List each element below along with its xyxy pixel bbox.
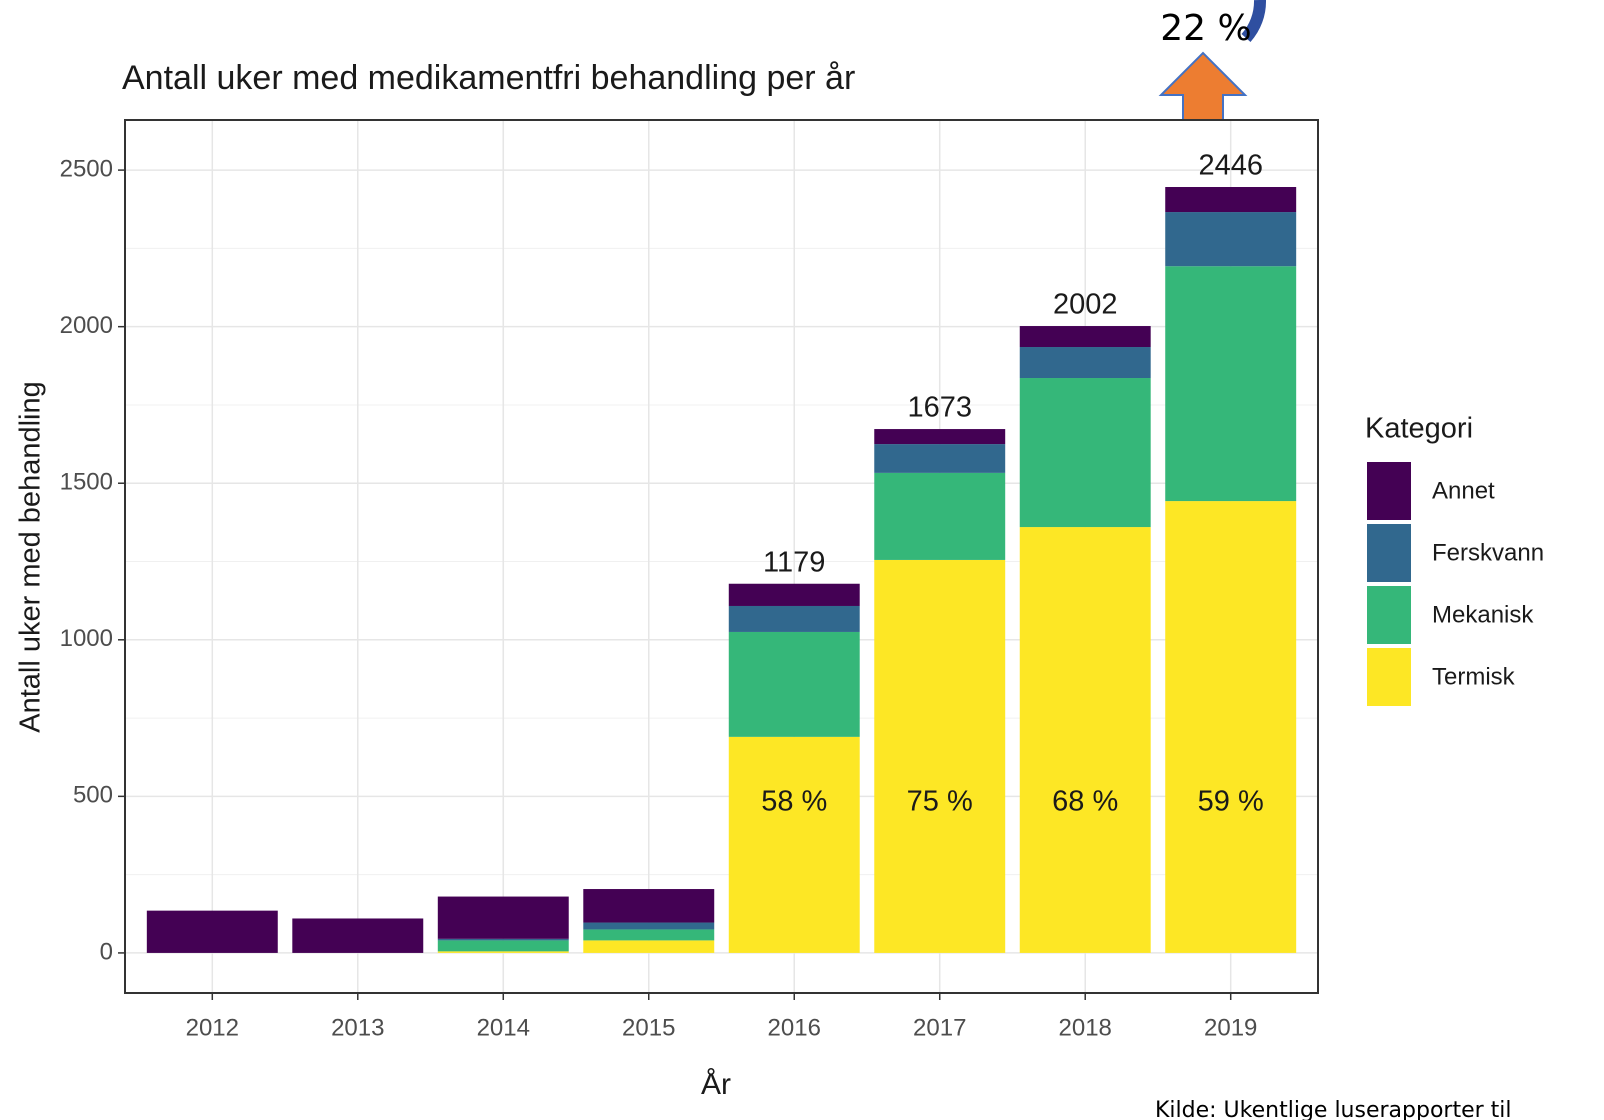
panel-border: [124, 119, 1319, 994]
bar-segment: [1165, 501, 1297, 953]
bar-segment: [437, 951, 569, 953]
share-label: 68 %: [1052, 785, 1118, 817]
bar-segment: [728, 736, 860, 953]
legend-label: Ferskvann: [1432, 539, 1544, 566]
x-tick-label: 2016: [768, 1014, 821, 1041]
bar-segment: [874, 472, 1006, 560]
y-tick-label: 1500: [60, 469, 113, 496]
y-axis-label: Antall uker med behandling: [15, 381, 47, 732]
bar-segment: [583, 889, 715, 923]
x-tick-label: 2019: [1204, 1014, 1257, 1041]
share-label: 75 %: [907, 785, 973, 817]
legend-key: [1367, 648, 1411, 706]
bar-segment: [1019, 347, 1151, 379]
bar-segment: [874, 444, 1006, 473]
x-tick-label: 2018: [1059, 1014, 1112, 1041]
bar-segment: [1165, 187, 1297, 213]
legend-label: Mekanisk: [1432, 601, 1534, 628]
bar-segment: [1165, 266, 1297, 502]
bar-segment: [728, 631, 860, 737]
total-label: 1179: [763, 546, 825, 578]
bar-segment: [728, 583, 860, 606]
share-label: 58 %: [761, 785, 827, 817]
bar-segment: [583, 929, 715, 941]
share-label: 59 %: [1198, 785, 1264, 817]
bar-segment: [583, 940, 715, 953]
total-label: 2446: [1198, 150, 1263, 182]
bar-segment: [1019, 527, 1151, 953]
annotation: 22 %: [1160, 8, 1251, 49]
legend-label: Termisk: [1432, 663, 1516, 690]
source-note: Kilde: Ukentlige luserapporter til: [1155, 1098, 1512, 1120]
x-tick-label: 2013: [331, 1014, 384, 1041]
bar-segment: [583, 922, 715, 930]
x-tick-label: 2017: [913, 1014, 966, 1041]
bar-segment: [728, 605, 860, 632]
y-tick-label: 2500: [60, 155, 113, 182]
bar-segment: [437, 938, 569, 941]
bar-segment: [1165, 212, 1297, 267]
bar-segment: [146, 910, 278, 953]
bar-segment: [1019, 378, 1151, 528]
bar-segment: [437, 896, 569, 939]
y-tick-label: 2000: [60, 312, 113, 339]
x-tick-label: 2015: [622, 1014, 675, 1041]
bar-segment: [874, 429, 1006, 445]
total-label: 2002: [1053, 289, 1118, 321]
legend-label: Annet: [1432, 477, 1495, 504]
legend-title: Kategori: [1365, 413, 1473, 445]
total-label: 1673: [907, 392, 972, 424]
x-tick-label: 2014: [477, 1014, 530, 1041]
x-axis-label: År: [701, 1068, 731, 1101]
x-tick-label: 2012: [186, 1014, 239, 1041]
bar-segment: [437, 940, 569, 952]
bar-segment: [292, 918, 424, 953]
legend-key: [1367, 586, 1411, 644]
y-tick-label: 1000: [60, 625, 113, 652]
decoration-arc: [1241, 0, 1266, 42]
legend-key: [1367, 524, 1411, 582]
bar-segment: [874, 559, 1006, 953]
chart-title: Antall uker med medikamentfri behandling…: [122, 59, 855, 97]
y-tick-label: 0: [100, 938, 113, 965]
y-tick-label: 500: [73, 782, 113, 809]
legend-key: [1367, 462, 1411, 520]
bar-segment: [1019, 326, 1151, 348]
